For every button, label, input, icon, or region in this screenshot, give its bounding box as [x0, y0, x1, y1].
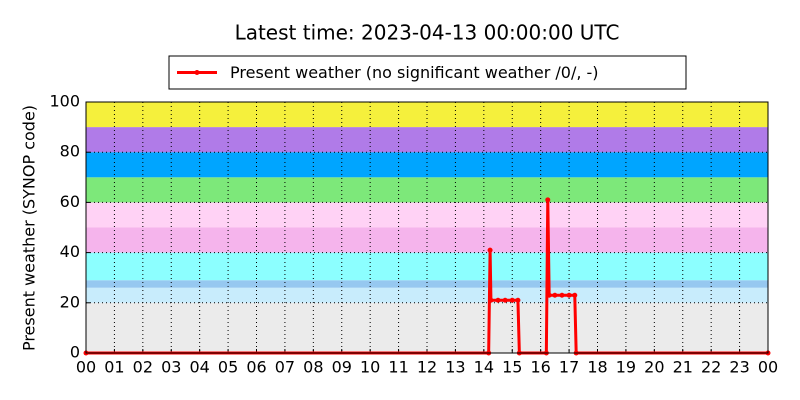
- data-point: [559, 292, 565, 298]
- y-tick-label: 100: [49, 92, 80, 111]
- x-tick-label: 15: [502, 358, 522, 377]
- x-tick-label: 02: [133, 358, 153, 377]
- x-tick-label: 13: [445, 358, 465, 377]
- data-point: [566, 292, 572, 298]
- background-band: [86, 280, 768, 288]
- data-point: [545, 197, 551, 203]
- x-tick-label: 21: [673, 358, 693, 377]
- legend-label: Present weather (no significant weather …: [230, 63, 599, 82]
- background-band: [86, 302, 768, 353]
- background-band: [86, 287, 768, 303]
- data-point: [495, 297, 501, 303]
- data-point: [502, 297, 508, 303]
- data-point: [515, 297, 521, 303]
- x-tick-label: 00: [758, 358, 778, 377]
- x-tick-label: 18: [587, 358, 607, 377]
- x-tick-label: 10: [360, 358, 380, 377]
- x-tick-label: 12: [417, 358, 437, 377]
- data-point: [487, 247, 493, 253]
- y-axis-label: Present weather (SYNOP code): [20, 105, 39, 351]
- plot-frame: [85, 101, 769, 354]
- x-tick-label: 16: [530, 358, 550, 377]
- background-band: [86, 152, 768, 178]
- data-point: [552, 292, 558, 298]
- x-tick-label: 11: [388, 358, 408, 377]
- x-tick-label: 03: [161, 358, 181, 377]
- data-point: [572, 292, 578, 298]
- x-tick-label: 04: [189, 358, 209, 377]
- y-tick-label: 0: [70, 343, 80, 362]
- data-point: [488, 297, 494, 303]
- x-tick-label: 05: [218, 358, 238, 377]
- background-band: [86, 227, 768, 253]
- x-tick-label: 17: [559, 358, 579, 377]
- legend-marker: [194, 70, 200, 75]
- data-point: [509, 297, 515, 303]
- x-tick-label: 01: [104, 358, 124, 377]
- x-tick-label: 14: [474, 358, 494, 377]
- x-tick-label: 00: [76, 358, 96, 377]
- x-tick-label: 09: [332, 358, 352, 377]
- x-tick-label: 08: [303, 358, 323, 377]
- x-tick-label: 06: [246, 358, 266, 377]
- legend-box: [168, 55, 687, 90]
- y-tick-label: 40: [60, 242, 80, 261]
- x-tick-label: 19: [616, 358, 636, 377]
- y-tick-label: 60: [60, 192, 80, 211]
- data-point: [546, 292, 552, 298]
- x-tick-label: 22: [701, 358, 721, 377]
- chart-title: Latest time: 2023-04-13 00:00:00 UTC: [235, 21, 620, 45]
- x-tick-label: 07: [275, 358, 295, 377]
- x-tick-label: 23: [729, 358, 749, 377]
- y-tick-label: 20: [60, 292, 80, 311]
- background-band: [86, 127, 768, 153]
- x-tick-label: 20: [644, 358, 664, 377]
- y-tick-label: 80: [60, 142, 80, 161]
